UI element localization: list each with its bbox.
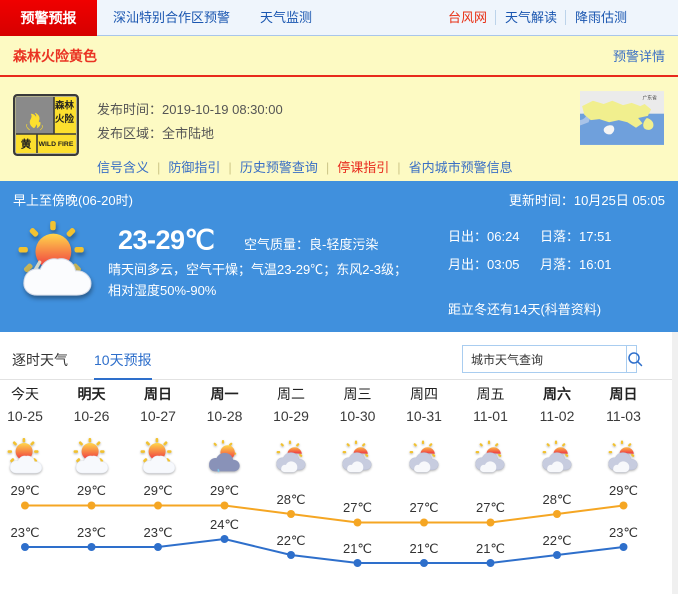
svg-text:23℃: 23℃ [609,525,638,540]
svg-text:29℃: 29℃ [143,483,172,498]
svg-text:22℃: 22℃ [542,533,571,548]
svg-text:29℃: 29℃ [609,483,638,498]
svg-text:29℃: 29℃ [77,483,106,498]
svg-text:火险: 火险 [55,113,75,125]
svg-text:23℃: 23℃ [143,525,172,540]
svg-text:27℃: 27℃ [343,500,372,515]
svg-text:22℃: 22℃ [276,533,305,548]
svg-text:黄: 黄 [21,138,32,151]
svg-text:28℃: 28℃ [276,492,305,507]
svg-text:21℃: 21℃ [343,541,372,556]
svg-text:28℃: 28℃ [542,492,571,507]
svg-text:广东省: 广东省 [642,95,657,102]
svg-text:27℃: 27℃ [409,500,438,515]
svg-text:24℃: 24℃ [210,517,239,532]
svg-text:23℃: 23℃ [10,525,39,540]
svg-text:23℃: 23℃ [77,525,106,540]
svg-text:21℃: 21℃ [409,541,438,556]
svg-text:29℃: 29℃ [10,483,39,498]
svg-text:森林: 森林 [55,100,75,112]
svg-text:29℃: 29℃ [210,483,239,498]
svg-text:WILD FIRE: WILD FIRE [39,141,74,148]
svg-text:27℃: 27℃ [476,500,505,515]
svg-text:21℃: 21℃ [476,541,505,556]
